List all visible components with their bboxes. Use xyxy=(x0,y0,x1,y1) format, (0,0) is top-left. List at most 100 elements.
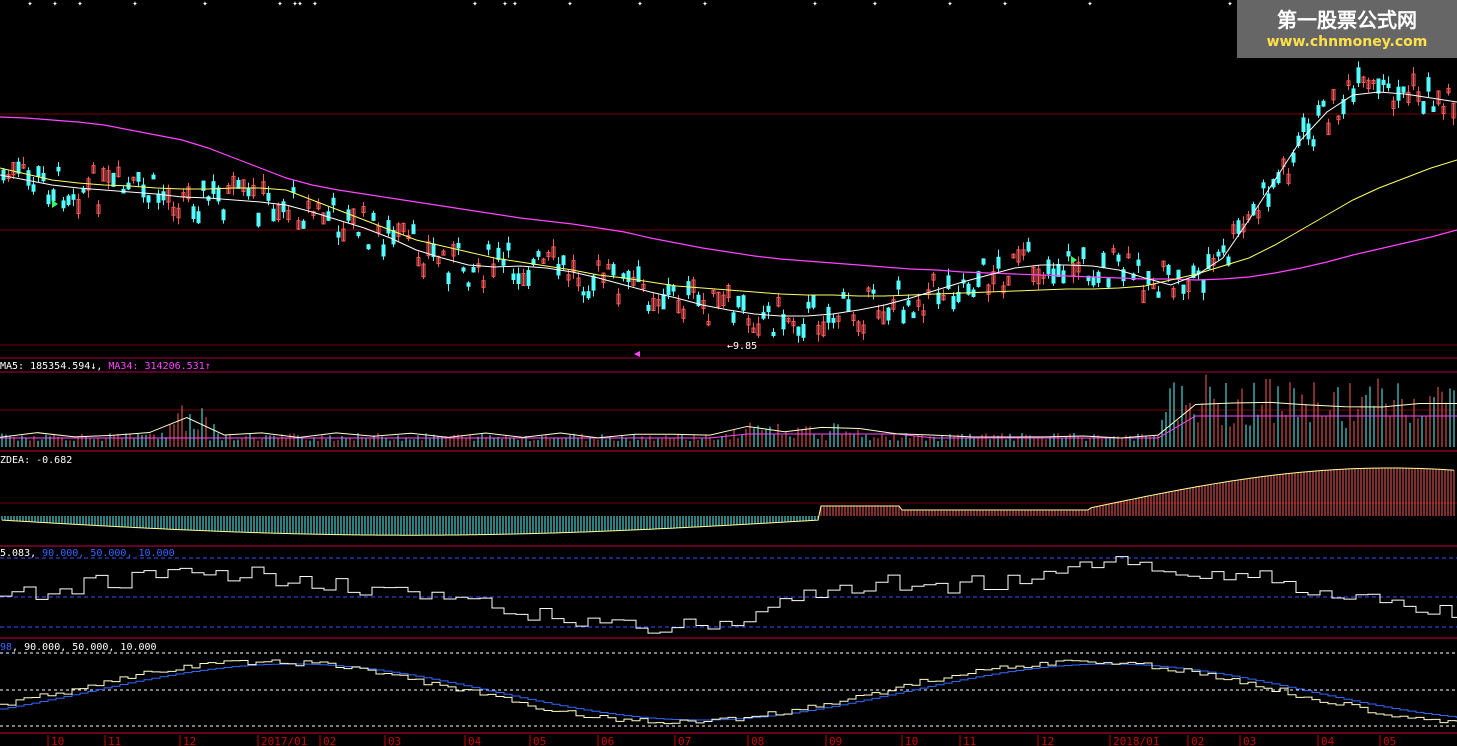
candle-body xyxy=(651,297,656,312)
candle-body xyxy=(16,161,21,174)
candle-body xyxy=(1381,79,1386,85)
candle-body xyxy=(241,179,246,193)
candle-body xyxy=(906,300,911,306)
candle-body xyxy=(831,317,836,323)
candle-body xyxy=(1401,86,1406,93)
star-marker: ✦ xyxy=(77,0,83,9)
candle-body xyxy=(571,260,576,273)
candle-body xyxy=(1106,278,1111,288)
candle-body xyxy=(836,315,841,322)
candle-body xyxy=(761,312,766,319)
candle-body xyxy=(1326,122,1331,136)
x-axis-tick-label: 02 xyxy=(1191,735,1204,746)
candle-body xyxy=(551,246,556,258)
candle-body xyxy=(721,294,726,307)
candle-body xyxy=(111,172,116,187)
candle-body xyxy=(391,230,396,245)
candle-body xyxy=(136,172,141,182)
candle-body xyxy=(1016,249,1021,263)
osc1-legend: 5.083, 90.000, 50.000, 10.000 xyxy=(0,548,175,559)
candle-body xyxy=(726,284,731,299)
candle-body xyxy=(1261,182,1266,189)
arrow-up-icon: ↑ xyxy=(204,361,211,372)
candle-body xyxy=(106,170,111,183)
candle-body xyxy=(226,185,231,194)
osc2-value: 98 xyxy=(0,642,13,653)
star-marker: ✦ xyxy=(512,0,518,9)
candle-body xyxy=(1266,193,1271,207)
candle-body xyxy=(36,166,41,177)
x-axis-tick-label: 03 xyxy=(1243,735,1256,746)
osc1-line xyxy=(0,556,1457,634)
candle-body xyxy=(1191,265,1196,278)
candle-body xyxy=(1241,223,1246,233)
candle-body xyxy=(666,284,671,296)
candle-body xyxy=(1001,285,1006,294)
x-axis-tick-label: 10 xyxy=(905,735,918,746)
x-axis-tick-label: 12 xyxy=(183,735,196,746)
candle-body xyxy=(521,273,526,287)
volume-ma5-line xyxy=(0,401,1457,439)
star-marker: ✦ xyxy=(132,0,138,9)
candle-body xyxy=(861,324,866,334)
candle-body xyxy=(1336,115,1341,121)
candle-body xyxy=(816,324,821,335)
candle-body xyxy=(421,263,426,278)
candle-body xyxy=(1301,117,1306,133)
candle-body xyxy=(1156,291,1161,298)
star-marker: ✦ xyxy=(567,0,573,9)
candle-body xyxy=(641,283,646,290)
candle-body xyxy=(996,256,1001,269)
candle-body xyxy=(1386,83,1391,89)
x-axis-tick-label: 08 xyxy=(751,735,764,746)
candle-body xyxy=(821,321,826,337)
candle-body xyxy=(1076,261,1081,273)
x-axis-tick-label: 11 xyxy=(108,735,121,746)
candle-body xyxy=(991,271,996,285)
candle-body xyxy=(1026,241,1031,252)
candle-body xyxy=(1126,253,1131,259)
candle-body xyxy=(1146,270,1151,285)
candle-body xyxy=(1376,78,1381,94)
ma-magenta-line xyxy=(0,116,1457,281)
candle-body xyxy=(676,299,681,314)
candle-body xyxy=(941,294,946,301)
candle-body xyxy=(451,243,456,257)
candle-body xyxy=(1316,105,1321,116)
candle-body xyxy=(516,273,521,285)
candle-body xyxy=(1081,247,1086,260)
candle-body xyxy=(1211,257,1216,266)
candle-body xyxy=(536,251,541,257)
candle-body xyxy=(1136,259,1141,266)
zdea-line xyxy=(1,467,1455,536)
candle-body xyxy=(371,212,376,221)
candle-body xyxy=(1286,173,1291,184)
candle-body xyxy=(331,197,336,206)
x-axis-tick-label: 05 xyxy=(533,735,546,746)
candle-body xyxy=(1161,260,1166,268)
candle-body xyxy=(471,267,476,273)
candle-body xyxy=(1231,224,1236,235)
star-marker: ✦ xyxy=(637,0,643,9)
candle-body xyxy=(261,181,266,194)
candle-body xyxy=(401,222,406,233)
candle-body xyxy=(76,199,81,215)
candle-body xyxy=(496,247,501,260)
candle-body xyxy=(661,294,666,310)
x-axis-tick-label: 02 xyxy=(323,735,336,746)
candle-body xyxy=(671,285,676,292)
candle-body xyxy=(301,220,306,229)
candle-body xyxy=(181,192,186,198)
candle-body xyxy=(871,289,876,294)
candle-body xyxy=(71,194,76,200)
candle-body xyxy=(221,209,226,221)
candle-body xyxy=(131,176,136,181)
candle-body xyxy=(1206,254,1211,270)
candle-body xyxy=(1446,87,1451,94)
candle-body xyxy=(356,231,361,237)
candle-body xyxy=(146,195,151,203)
candle-body xyxy=(881,311,886,325)
star-marker: ✦ xyxy=(297,0,303,9)
candle-body xyxy=(116,166,121,178)
